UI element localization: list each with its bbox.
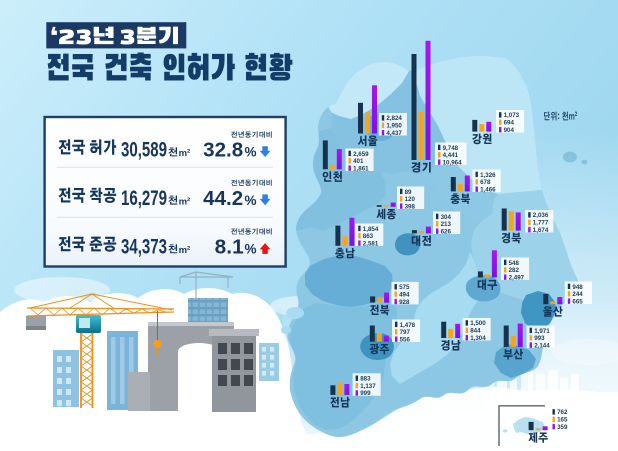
svg-text:948: 948: [572, 284, 583, 291]
svg-text:694: 694: [504, 120, 515, 127]
svg-text:904: 904: [504, 127, 515, 134]
svg-text:1,777: 1,777: [533, 220, 549, 227]
svg-text:1,137: 1,137: [360, 383, 376, 390]
svg-text:762: 762: [557, 409, 568, 416]
svg-text:8.1: 8.1: [215, 237, 244, 259]
svg-text:30,589: 30,589: [121, 139, 167, 162]
svg-text:%: %: [245, 242, 257, 257]
svg-text:626: 626: [441, 228, 452, 235]
svg-text:993: 993: [534, 335, 545, 342]
svg-text:304: 304: [441, 214, 452, 221]
svg-text:863: 863: [363, 233, 374, 240]
svg-text:928: 928: [399, 299, 410, 306]
svg-text:844: 844: [470, 328, 481, 335]
svg-text:999: 999: [360, 390, 371, 397]
svg-text:32.8: 32.8: [203, 140, 243, 162]
svg-text:1,861: 1,861: [353, 165, 369, 172]
svg-text:2,497: 2,497: [509, 274, 525, 281]
svg-text:10,964: 10,964: [443, 159, 462, 166]
svg-text:401: 401: [353, 158, 364, 165]
svg-text:34,373: 34,373: [121, 236, 167, 259]
svg-text:2,659: 2,659: [353, 151, 369, 158]
svg-text:%: %: [245, 145, 257, 160]
svg-text:4,437: 4,437: [386, 130, 402, 137]
svg-text:398: 398: [405, 203, 416, 210]
svg-text:2,581: 2,581: [363, 240, 379, 247]
svg-text:1,971: 1,971: [534, 328, 550, 335]
svg-text:1,950: 1,950: [386, 123, 402, 130]
svg-text:m²: m²: [179, 245, 191, 256]
svg-text:244: 244: [572, 291, 583, 298]
svg-text:16,279: 16,279: [121, 187, 167, 210]
svg-text:165: 165: [557, 417, 568, 424]
svg-text:1,466: 1,466: [480, 186, 496, 193]
svg-text:883: 883: [360, 376, 371, 383]
svg-text:1,304: 1,304: [470, 335, 486, 342]
svg-text:678: 678: [480, 179, 491, 186]
svg-text:44.2: 44.2: [203, 188, 243, 210]
svg-text:m²: m²: [179, 196, 191, 207]
svg-text:1,073: 1,073: [504, 112, 520, 119]
svg-text:556: 556: [400, 336, 411, 343]
svg-text:1,326: 1,326: [480, 172, 496, 179]
svg-text:m²: m²: [179, 148, 191, 159]
svg-text:1,854: 1,854: [363, 226, 379, 233]
svg-text:1,500: 1,500: [470, 320, 486, 327]
svg-text:1,478: 1,478: [400, 322, 416, 329]
svg-text:2,144: 2,144: [534, 342, 550, 349]
svg-text:575: 575: [399, 284, 410, 291]
svg-text:%: %: [245, 193, 257, 208]
svg-text:494: 494: [399, 292, 410, 299]
svg-text:213: 213: [441, 221, 452, 228]
svg-text:2,824: 2,824: [386, 115, 402, 122]
svg-text:9,748: 9,748: [443, 145, 459, 152]
svg-text:797: 797: [400, 329, 411, 336]
svg-text:548: 548: [509, 260, 520, 267]
svg-text:120: 120: [405, 196, 416, 203]
svg-text:665: 665: [572, 298, 583, 305]
svg-text:89: 89: [405, 189, 412, 196]
svg-text:282: 282: [509, 267, 520, 274]
svg-text:2,036: 2,036: [533, 212, 549, 219]
svg-text:4,441: 4,441: [443, 152, 459, 159]
svg-text:1,674: 1,674: [533, 227, 549, 234]
svg-text:359: 359: [557, 424, 568, 431]
